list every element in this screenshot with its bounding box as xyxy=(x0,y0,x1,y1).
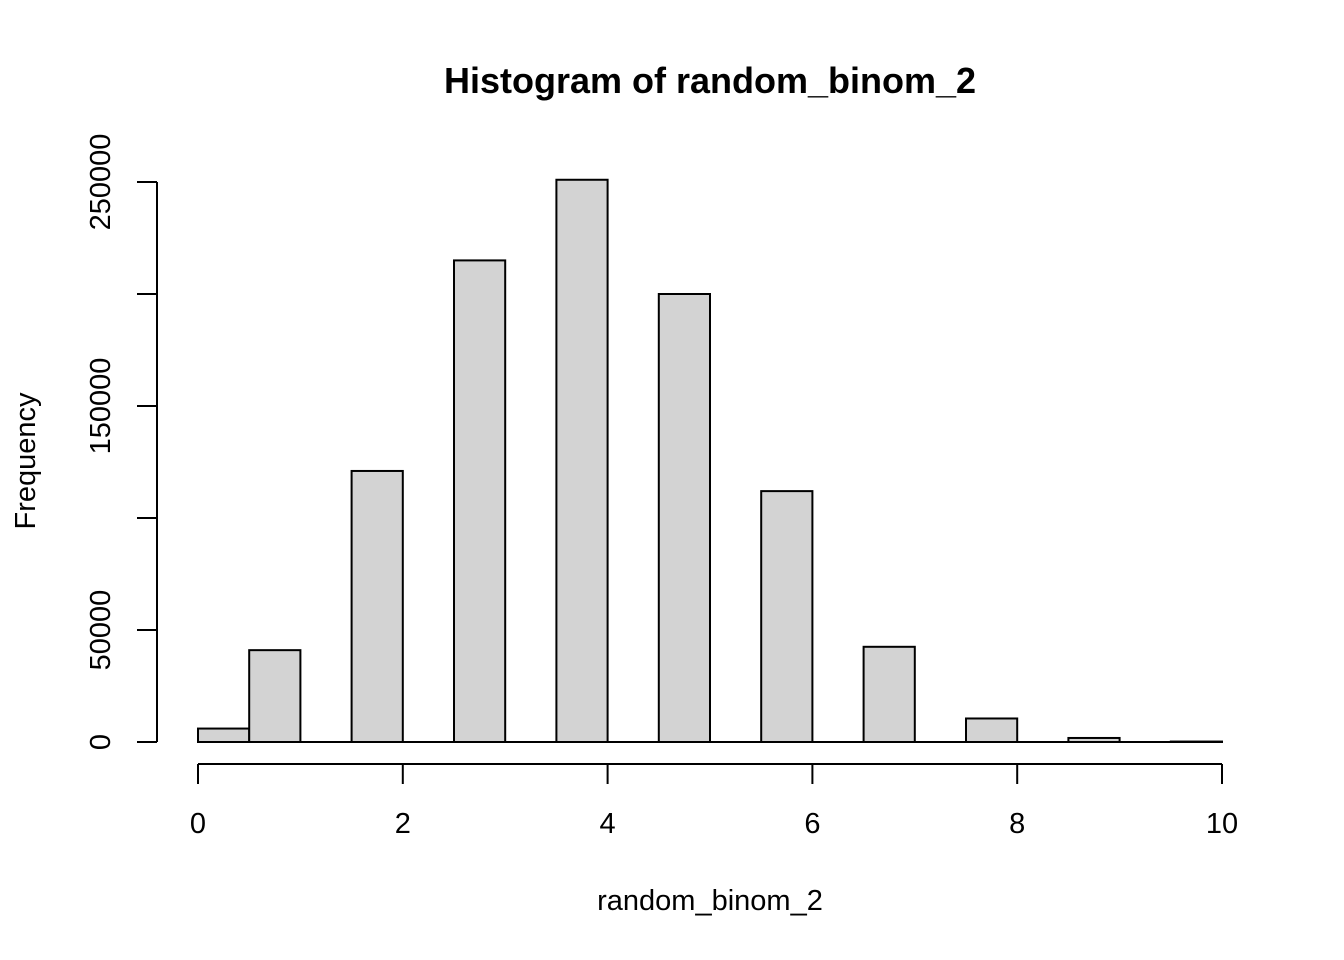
histogram-bar xyxy=(197,727,251,743)
chart-title: Histogram of random_binom_2 xyxy=(444,60,976,101)
histogram-bar xyxy=(555,178,609,743)
histogram-bar xyxy=(350,469,404,743)
y-tick-label: 0 xyxy=(85,734,117,750)
bars-group xyxy=(197,178,1224,744)
histogram-bar xyxy=(453,259,507,743)
y-axis: 0 50000 150000 250000 xyxy=(85,134,158,750)
y-tick-label: 250000 xyxy=(85,134,117,231)
x-tick-label: 10 xyxy=(1206,808,1238,840)
x-tick-label: 6 xyxy=(804,808,820,840)
y-axis-label: Frequency xyxy=(10,392,42,530)
y-tick-label: 150000 xyxy=(85,358,117,455)
histogram-bar xyxy=(965,717,1019,743)
x-axis: 0 2 4 6 8 10 xyxy=(190,763,1238,840)
histogram-bar xyxy=(657,293,711,743)
histogram-bar xyxy=(760,490,814,743)
histogram-bar xyxy=(248,649,302,743)
histogram-bar xyxy=(1067,736,1121,744)
histogram-bar xyxy=(862,645,916,743)
y-tick-label: 50000 xyxy=(85,590,117,671)
x-tick-label: 0 xyxy=(190,808,206,840)
x-tick-label: 8 xyxy=(1009,808,1025,840)
x-axis-label: random_binom_2 xyxy=(597,885,823,917)
x-tick-label: 4 xyxy=(600,808,616,840)
x-tick-label: 2 xyxy=(395,808,411,840)
